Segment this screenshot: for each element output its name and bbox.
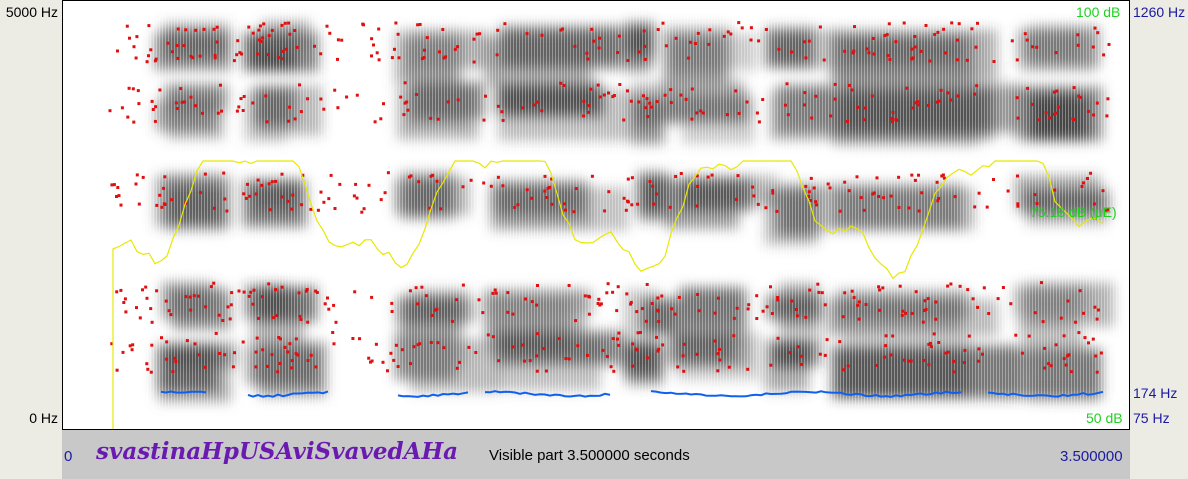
pitch-top-label: 1260 Hz	[1133, 4, 1186, 20]
selection-end-time: 3.500000	[1060, 448, 1123, 465]
selection-bar[interactable]	[62, 430, 1130, 479]
freq-bottom-label: 0 Hz	[29, 410, 58, 426]
intensity-top-label: 100 dB	[1076, 4, 1121, 20]
intensity-cursor-label: 75.18 dB (μE)	[1030, 204, 1117, 220]
visible-part-label: Visible part 3.500000 seconds	[489, 447, 690, 464]
pitch-mid-label: 174 Hz	[1133, 385, 1178, 401]
spectrogram-panel[interactable]	[62, 0, 1130, 430]
intensity-bottom-label: 50 dB	[1086, 410, 1123, 426]
pitch-bottom-label: 75 Hz	[1133, 410, 1170, 426]
freq-top-label: 5000 Hz	[5, 4, 58, 20]
selection-start-time: 0	[64, 448, 73, 465]
sound-name: svastinaHpUSAviSvavedAHa	[96, 438, 459, 465]
spectrogram-graphic	[63, 1, 1129, 429]
